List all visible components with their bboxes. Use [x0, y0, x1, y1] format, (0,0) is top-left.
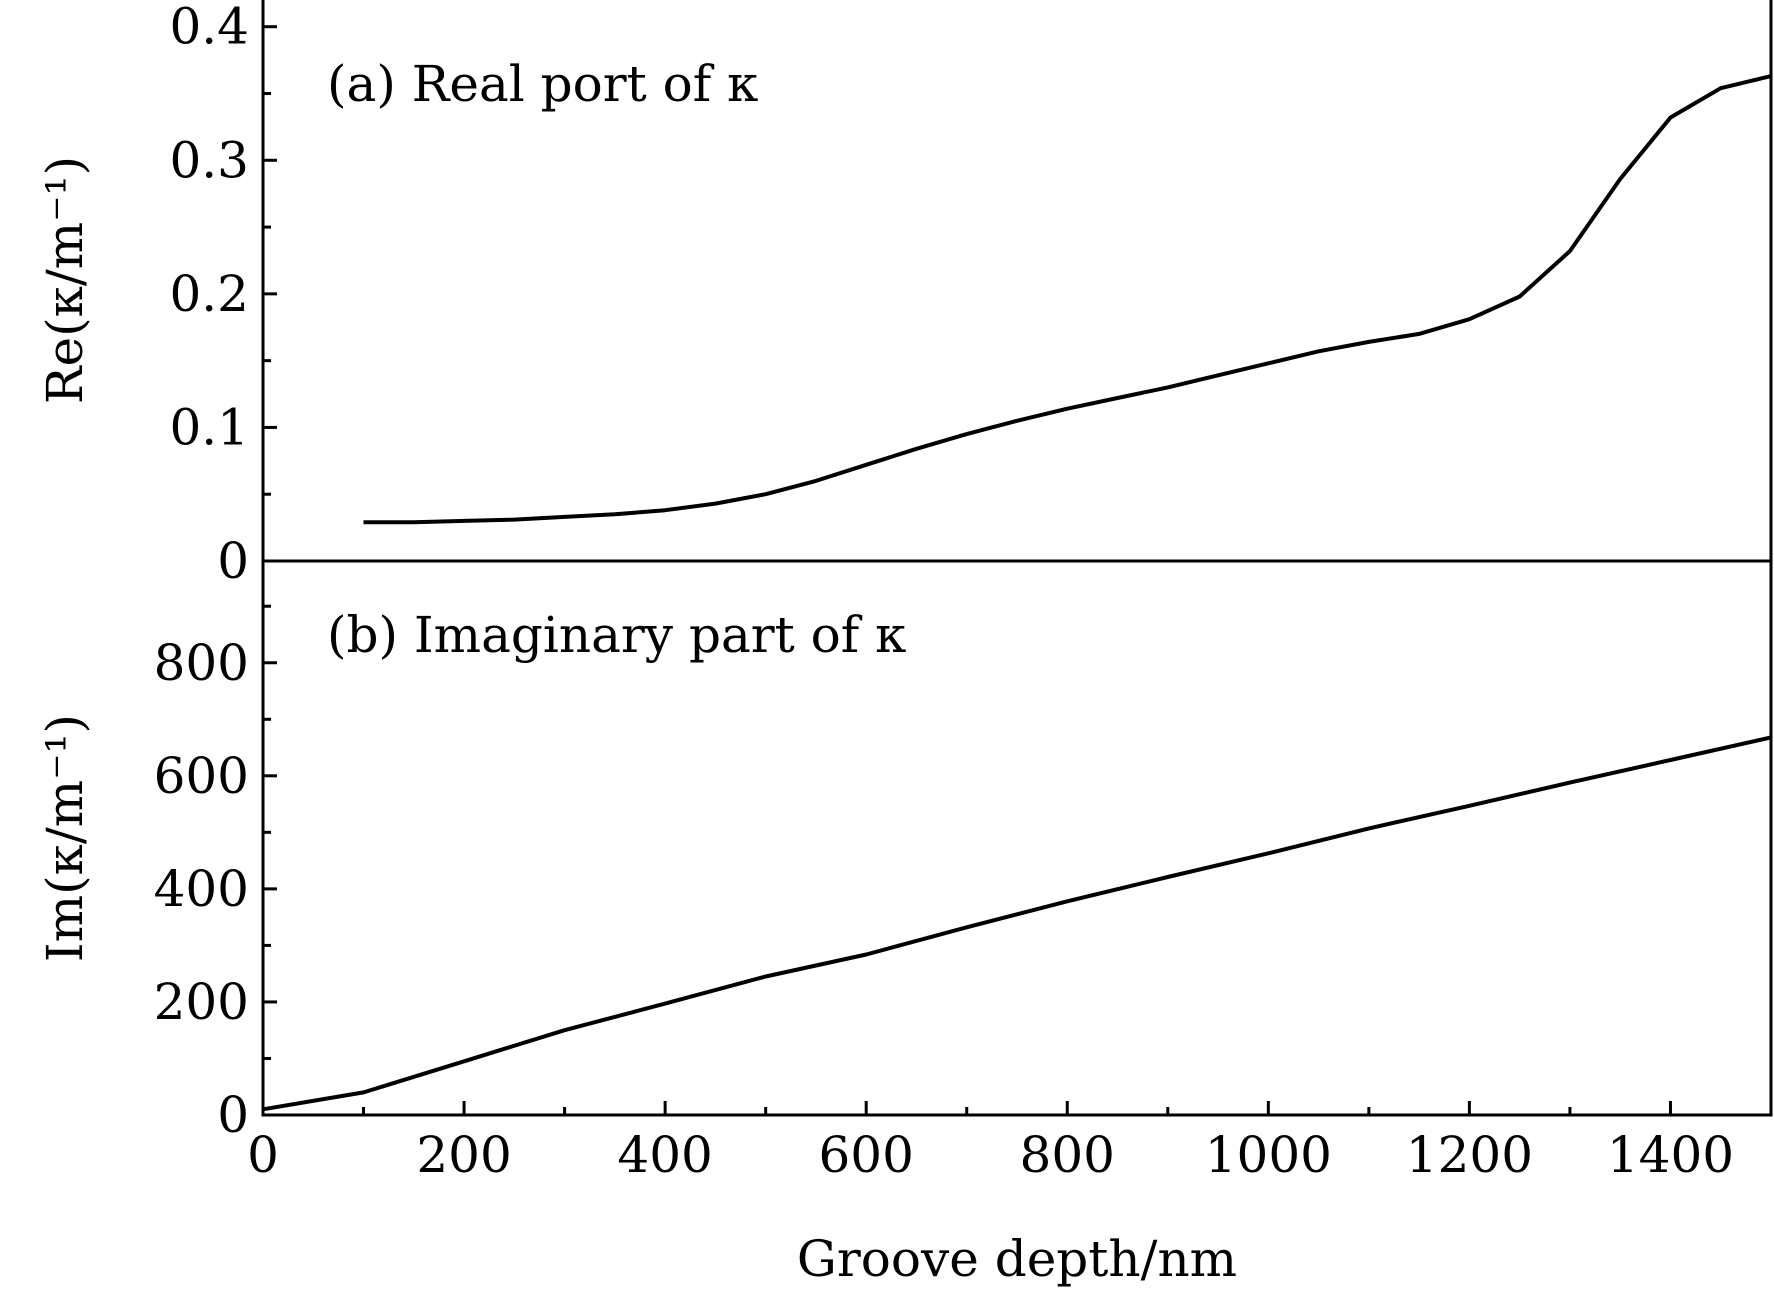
x-tick-label: 0	[247, 1126, 279, 1184]
panel-b-ytick-label: 600	[154, 747, 249, 805]
panel-b-ytick-label: 400	[154, 860, 249, 918]
panel-b-ytick-label: 0	[217, 1086, 249, 1144]
panel-b-label: (b) Imaginary part of κ	[327, 606, 906, 664]
x-tick-label: 1400	[1607, 1126, 1734, 1184]
panel-b-frame	[261, 559, 1773, 1117]
panel-a-series-line	[363, 74, 1772, 525]
tick-labels-layer: 0 0.1 0.2 0.3 0.4 0 200 400 600 800 0 200 400 600 800 1…	[154, 0, 1735, 1184]
x-tick-label: 1200	[1406, 1126, 1533, 1184]
x-tick-label: 400	[617, 1126, 712, 1184]
panel-b-series-line	[262, 735, 1772, 1112]
panel-a-ytick-label: 0.4	[169, 0, 249, 56]
series-layer	[262, 74, 1772, 1112]
panel-b-ytick-label: 800	[154, 634, 249, 692]
ticks-layer	[261, 25, 1773, 1117]
panel-a-ytick-label: 0.2	[169, 265, 249, 323]
panel-a-ytick-label: 0.1	[169, 398, 249, 456]
panel-a-ylabel: Re(κ/m⁻¹)	[36, 156, 94, 404]
panel-b-ylabel: Im(κ/m⁻¹)	[36, 714, 94, 962]
panel-a-ytick-label: 0	[217, 532, 249, 590]
x-axis-title: Groove depth/nm	[797, 1230, 1237, 1288]
panel-b-ytick-label: 200	[154, 973, 249, 1031]
x-tick-label: 1000	[1205, 1126, 1332, 1184]
x-tick-label: 800	[1020, 1126, 1115, 1184]
x-tick-label: 200	[416, 1126, 511, 1184]
panel-a-ytick-label: 0.3	[169, 131, 249, 189]
x-tick-label: 600	[818, 1126, 913, 1184]
panel-a-label: (a) Real port of κ	[327, 55, 758, 113]
